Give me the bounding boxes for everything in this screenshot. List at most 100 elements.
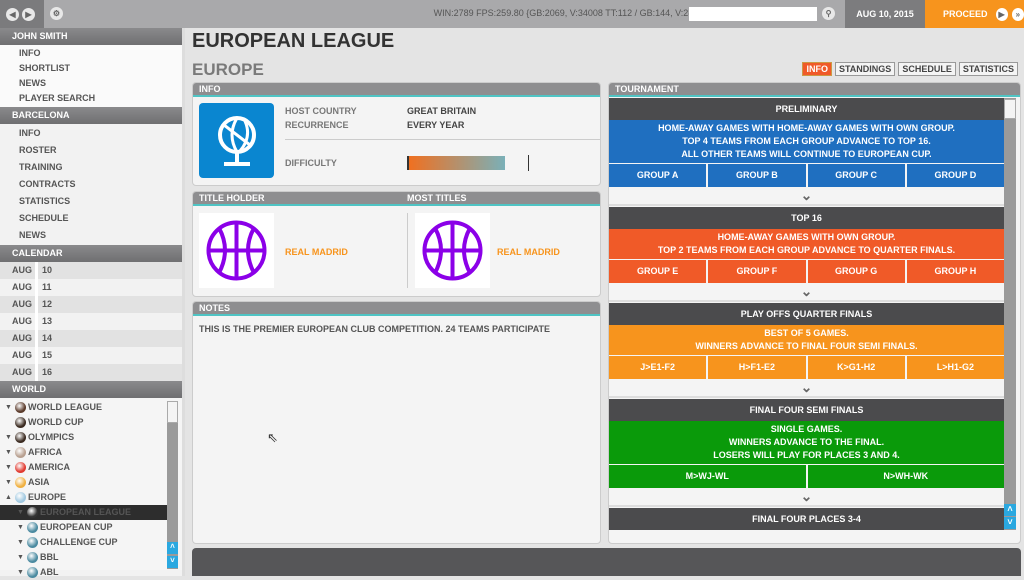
calendar-day[interactable]: AUG 12 (0, 296, 182, 313)
scroll-down-icon[interactable]: ˅ (1004, 517, 1016, 529)
group-cell[interactable]: N>WH-WK (807, 465, 1004, 488)
group-cell[interactable]: L>H1-G2 (906, 356, 1004, 379)
expand-arrow-icon[interactable]: ▼ (5, 464, 12, 471)
tab-schedule[interactable]: SCHEDULE (898, 62, 956, 76)
title-holder-team[interactable]: REAL MADRID (285, 247, 348, 257)
expand-arrow-icon[interactable]: ▼ (5, 449, 12, 456)
sidebar-item-player-search[interactable]: PLAYER SEARCH (19, 93, 96, 103)
calendar-day[interactable]: AUG 13 (0, 313, 182, 330)
calendar-day[interactable]: AUG 10 (0, 262, 182, 279)
competition-logo-icon (15, 447, 26, 458)
tab-standings[interactable]: STANDINGS (834, 62, 896, 76)
description-line: TOP 4 TEAMS FROM EACH GROUP ADVANCE TO T… (682, 136, 931, 146)
group-cell[interactable]: K>G1-H2 (807, 356, 905, 379)
expand-arrow-icon[interactable]: ▼ (5, 434, 12, 441)
group-cell[interactable]: M>WJ-WL (609, 465, 806, 488)
host-label: HOST COUNTRY (285, 106, 357, 116)
scroll-down-icon[interactable]: ˅ (167, 556, 178, 568)
calendar-month: AUG (0, 364, 38, 381)
sidebar-item-info[interactable]: INFO (19, 128, 41, 138)
sidebar-item-contracts[interactable]: CONTRACTS (19, 179, 76, 189)
fast-forward-icon[interactable]: » (1011, 7, 1024, 21)
expand-arrow-icon[interactable]: ▲ (5, 494, 12, 501)
expand-arrow-icon[interactable]: ▼ (17, 539, 24, 546)
expand-arrow-icon[interactable]: ▼ (17, 554, 24, 561)
tree-item[interactable]: WORLD CUP (0, 415, 182, 430)
tree-item[interactable]: ▼ BBL (0, 550, 182, 565)
calendar-day[interactable]: AUG 11 (0, 279, 182, 296)
expand-arrow-icon[interactable]: ▼ (5, 479, 12, 486)
expand-arrow-icon[interactable]: ▼ (17, 524, 24, 531)
scroll-up-icon[interactable]: ˄ (1004, 504, 1016, 516)
bottom-bar (192, 548, 1021, 576)
tournament-scrollbar[interactable] (1004, 98, 1016, 530)
tab-statistics[interactable]: STATISTICS (958, 62, 1018, 76)
gear-icon[interactable]: ⚙ (50, 7, 63, 20)
calendar-month: AUG (0, 279, 38, 296)
tree-item-label: WORLD LEAGUE (28, 402, 102, 412)
group-cell[interactable]: GROUP D (906, 164, 1004, 187)
tree-item[interactable]: ▼ WORLD LEAGUE (0, 400, 182, 415)
group-cell[interactable]: H>F1-E2 (708, 356, 806, 379)
group-cell[interactable]: GROUP G (807, 260, 905, 283)
tab-info[interactable]: INFO (802, 62, 832, 76)
tree-item[interactable]: ▲ EUROPE (0, 490, 182, 505)
tournament-panel: TOURNAMENT PRELIMINARY HOME-AWAY GAMES WI… (608, 82, 1021, 544)
calendar-date: 11 (42, 282, 52, 292)
most-titles-team[interactable]: REAL MADRID (497, 247, 560, 257)
tree-item[interactable]: ▼ ABL (0, 565, 182, 580)
sidebar-item-statistics[interactable]: STATISTICS (19, 196, 71, 206)
forward-icon[interactable]: ▶ (22, 7, 35, 21)
group-cell[interactable]: J>E1-F2 (609, 356, 707, 379)
sidebar-item-shortlist[interactable]: SHORTLIST (19, 63, 70, 73)
calendar-date: 15 (42, 350, 53, 360)
group-cell[interactable]: GROUP A (609, 164, 707, 187)
competition-logo-icon (15, 477, 26, 488)
competition-logo-icon (15, 432, 26, 443)
scroll-up-icon[interactable]: ˄ (167, 542, 178, 554)
sidebar-item-news[interactable]: NEWS (19, 78, 46, 88)
scroll-thumb[interactable] (167, 401, 178, 423)
sidebar-item-schedule[interactable]: SCHEDULE (19, 213, 69, 223)
notes-panel: NOTES THIS IS THE PREMIER EUROPEAN CLUB … (192, 301, 601, 544)
back-icon[interactable]: ◀ (6, 7, 19, 21)
tree-item[interactable]: ▼ AMERICA (0, 460, 182, 475)
group-cell[interactable]: GROUP B (708, 164, 806, 187)
calendar-day[interactable]: AUG 16 (0, 364, 182, 381)
tree-item[interactable]: ▼ OLYMPICS (0, 430, 182, 445)
calendar-month: AUG (0, 296, 38, 313)
tree-item[interactable]: ▼ ASIA (0, 475, 182, 490)
sidebar-item-news[interactable]: NEWS (19, 230, 46, 240)
calendar-day[interactable]: AUG 14 (0, 330, 182, 347)
group-cell[interactable]: GROUP H (906, 260, 1004, 283)
calendar-day[interactable]: AUG 15 (0, 347, 182, 364)
sidebar-item-roster[interactable]: ROSTER (19, 145, 57, 155)
stage-header: PRELIMINARY (609, 98, 1004, 120)
group-cell[interactable]: GROUP E (609, 260, 707, 283)
sidebar-item-training[interactable]: TRAINING (19, 162, 63, 172)
play-icon[interactable]: ▶ (995, 7, 1008, 21)
description-line: ALL OTHER TEAMS WILL CONTINUE TO EUROPEA… (681, 149, 932, 159)
expand-arrow-icon[interactable]: ▼ (5, 404, 12, 411)
tree-item-label: EUROPEAN LEAGUE (40, 507, 132, 517)
search-input[interactable] (689, 7, 817, 21)
search-icon[interactable]: ⚲ (822, 7, 835, 20)
debug-stats: WIN:2789 FPS:259.80 {GB:2069, V:34008 TT… (433, 8, 707, 18)
tree-item[interactable]: ▼ EUROPEAN LEAGUE (0, 505, 168, 520)
tree-item-label: WORLD CUP (28, 417, 84, 427)
nav-buttons: ◀ ▶ (0, 0, 44, 28)
sidebar-item-info[interactable]: INFO (19, 48, 41, 58)
tree-scrollbar[interactable] (167, 401, 178, 569)
scroll-thumb[interactable] (1004, 99, 1016, 119)
tree-item[interactable]: ▼ EUROPEAN CUP (0, 520, 182, 535)
tree-item[interactable]: ▼ AFRICA (0, 445, 182, 460)
tree-item[interactable]: ▼ CHALLENGE CUP (0, 535, 182, 550)
proceed-button[interactable]: PROCEED ▶ » (925, 0, 1024, 28)
notes-header: NOTES (193, 302, 600, 316)
titles-panel: TITLE HOLDER MOST TITLES REAL MADRID REA… (192, 191, 601, 297)
group-cell[interactable]: GROUP C (807, 164, 905, 187)
expand-arrow-icon[interactable]: ▼ (17, 509, 24, 516)
group-cell[interactable]: GROUP F (708, 260, 806, 283)
expand-arrow-icon[interactable]: ▼ (17, 569, 24, 576)
chevron-down-icon: ⌄ (609, 283, 1004, 302)
